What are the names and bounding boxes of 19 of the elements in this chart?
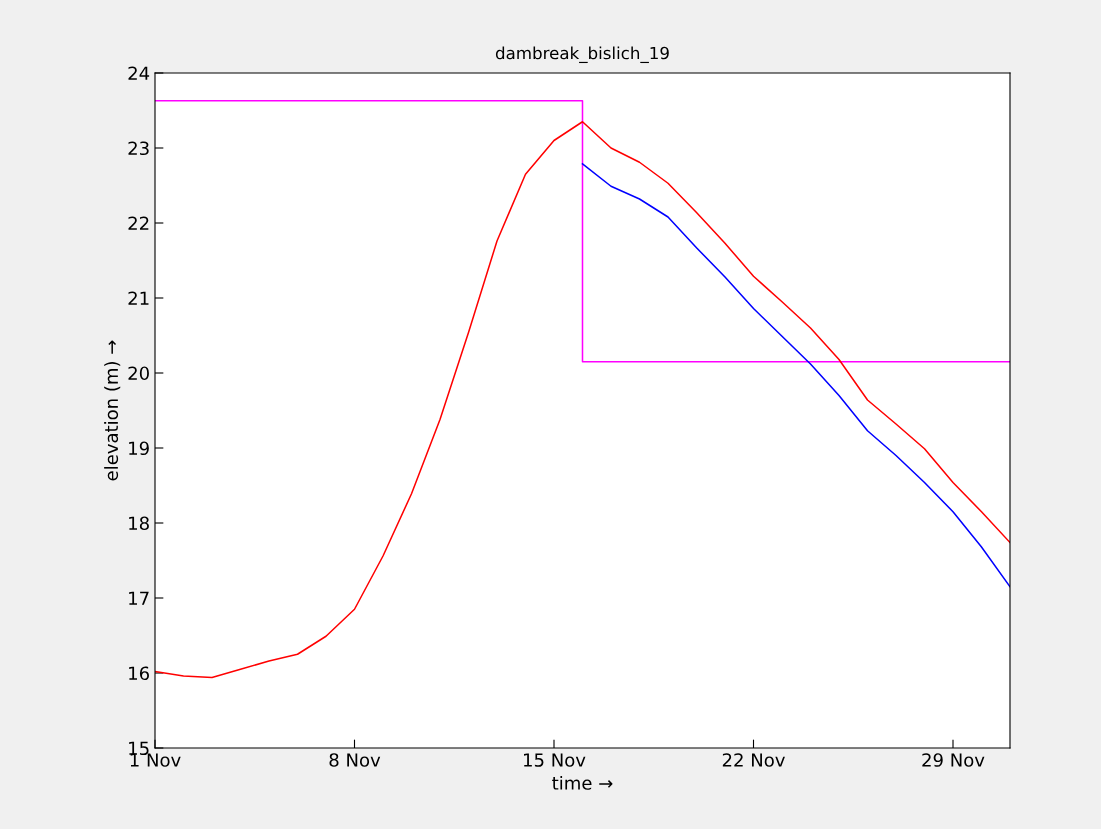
x-tick-label: 15 Nov	[524, 753, 586, 767]
x-tick-label: 22 Nov	[722, 753, 785, 767]
y-axis-title: elevation (m) →	[104, 340, 121, 481]
x-tick-label: 8 Nov	[329, 753, 381, 767]
x-tick-label: 29 Nov	[922, 753, 985, 767]
line-series	[155, 120, 1010, 679]
y-tick-label: 19	[129, 441, 149, 456]
y-tick-label: 22	[128, 216, 149, 230]
y-tick-label: 21	[128, 291, 149, 305]
y-tick-label: 20	[128, 366, 149, 381]
y-tick-label: 15	[129, 741, 149, 756]
y-tick-label: 24	[128, 66, 150, 80]
y-tick-label: 16	[129, 666, 149, 681]
x-axis-title: time →	[552, 775, 613, 790]
line-series	[581, 162, 1010, 588]
y-tick-label: 18	[129, 516, 149, 531]
y-tick-label: 17	[129, 591, 149, 605]
chart-title: dambreak_bislich_19	[495, 46, 669, 64]
y-tick-label: 23	[128, 141, 149, 156]
